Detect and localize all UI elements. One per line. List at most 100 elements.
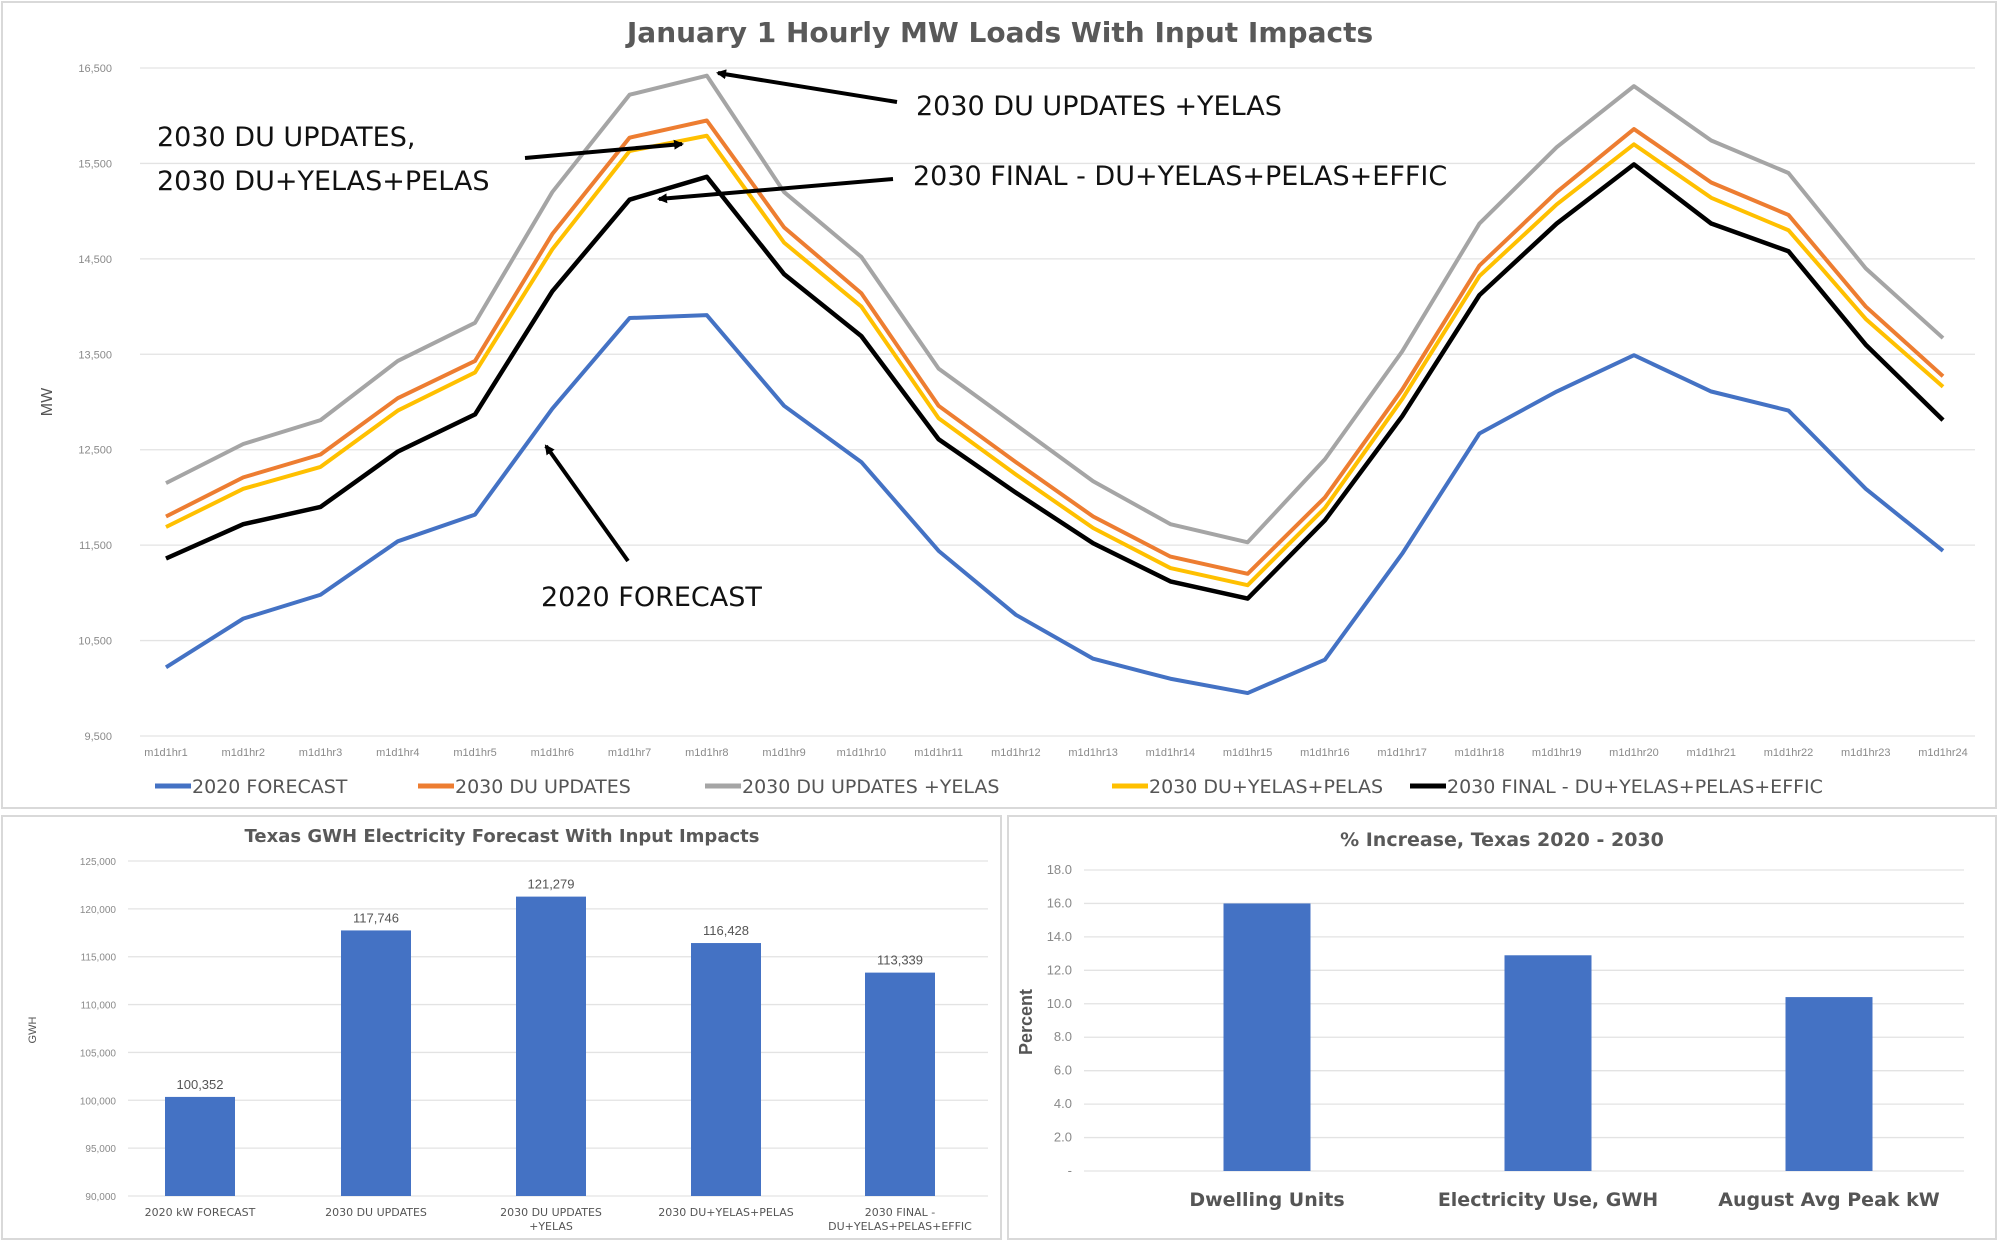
bar bbox=[165, 1096, 235, 1196]
data-label: 117,746 bbox=[353, 910, 399, 925]
y-tick-label: 115,000 bbox=[81, 953, 117, 964]
y-tick-label: 10.0 bbox=[1047, 996, 1072, 1011]
legend-label: 2030 FINAL - DU+YELAS+PELAS+EFFIC bbox=[1447, 776, 1823, 798]
bar bbox=[691, 943, 761, 1196]
y-tick-label: 18.0 bbox=[1047, 862, 1072, 877]
y-tick-label: 105,000 bbox=[80, 1048, 117, 1059]
arrow-du-updates bbox=[524, 139, 684, 160]
y-tick-label: - bbox=[1068, 1163, 1072, 1178]
x-category-label: DU+YELAS+PELAS+EFFIC bbox=[828, 1220, 972, 1233]
y-tick-label: 16.0 bbox=[1047, 895, 1072, 910]
series-line bbox=[165, 73, 1945, 545]
x-tick-label: m1d1hr11 bbox=[914, 747, 963, 759]
annotation-2020-forecast: 2020 FORECAST bbox=[541, 582, 762, 613]
annotation-du-updates: 2030 DU UPDATES, bbox=[157, 122, 415, 153]
x-category-label: +YELAS bbox=[529, 1220, 573, 1233]
bar bbox=[1785, 997, 1873, 1171]
y-tick-label: 2.0 bbox=[1054, 1130, 1072, 1145]
data-label: 121,279 bbox=[528, 877, 575, 892]
bar bbox=[1223, 903, 1311, 1171]
legend-label: 2030 DU UPDATES bbox=[455, 776, 631, 798]
x-category-label: August Avg Peak kW bbox=[1718, 1189, 1940, 1211]
y-tick-label: 12.0 bbox=[1047, 962, 1072, 977]
series-line bbox=[165, 133, 1945, 588]
y-tick-label: 110,000 bbox=[81, 1001, 117, 1012]
y-tick-label: 16,500 bbox=[78, 63, 112, 75]
bar bbox=[516, 896, 586, 1196]
legend-label: 2030 DU UPDATES +YELAS bbox=[742, 776, 999, 798]
x-category-label: 2030 DU UPDATES bbox=[325, 1206, 427, 1219]
x-tick-label: m1d1hr6 bbox=[531, 747, 574, 759]
x-category-label: 2020 kW FORECAST bbox=[145, 1206, 256, 1219]
y-tick-label: 14,500 bbox=[78, 254, 112, 266]
annotation-du-yelas-pelas: 2030 DU+YELAS+PELAS bbox=[157, 166, 490, 197]
x-tick-label: m1d1hr23 bbox=[1841, 747, 1891, 759]
x-tick-label: m1d1hr4 bbox=[376, 747, 419, 759]
y-tick-label: 95,000 bbox=[85, 1144, 116, 1155]
percent-chart-title: % Increase, Texas 2020 - 2030 bbox=[1340, 829, 1664, 851]
x-tick-label: m1d1hr15 bbox=[1223, 747, 1273, 759]
x-tick-label: m1d1hr9 bbox=[762, 747, 805, 759]
x-category-label: 2030 DU UPDATES bbox=[500, 1206, 602, 1219]
y-tick-label: 4.0 bbox=[1054, 1096, 1072, 1111]
x-tick-label: m1d1hr20 bbox=[1609, 747, 1659, 759]
x-category-label: Dwelling Units bbox=[1189, 1189, 1344, 1211]
annotation-final: 2030 FINAL - DU+YELAS+PELAS+EFFIC bbox=[913, 161, 1447, 192]
y-tick-label: 125,000 bbox=[80, 857, 117, 868]
line-chart-panel bbox=[1, 1, 1997, 809]
legend-label: 2030 DU+YELAS+PELAS bbox=[1149, 776, 1383, 798]
gwh-y-axis-label: GWH bbox=[27, 1017, 39, 1044]
y-tick-label: 10,500 bbox=[78, 636, 112, 648]
x-tick-label: m1d1hr21 bbox=[1686, 747, 1736, 759]
bar bbox=[1504, 955, 1592, 1171]
x-tick-label: m1d1hr1 bbox=[144, 747, 187, 759]
x-tick-label: m1d1hr17 bbox=[1377, 747, 1427, 759]
x-category-label: 2030 DU+YELAS+PELAS bbox=[658, 1206, 793, 1219]
x-category-label: Electricity Use, GWH bbox=[1438, 1189, 1658, 1211]
x-tick-label: m1d1hr8 bbox=[685, 747, 728, 759]
series-line bbox=[165, 118, 1945, 576]
x-tick-label: m1d1hr10 bbox=[837, 747, 887, 759]
y-tick-label: 6.0 bbox=[1054, 1063, 1072, 1078]
y-tick-label: 11,500 bbox=[79, 540, 112, 552]
x-tick-label: m1d1hr24 bbox=[1918, 747, 1968, 759]
y-tick-label: 15,500 bbox=[78, 158, 112, 170]
y-tick-label: 13,500 bbox=[78, 349, 112, 361]
x-tick-label: m1d1hr18 bbox=[1455, 747, 1505, 759]
bar bbox=[341, 930, 411, 1196]
percent-y-axis-label: Percent bbox=[1016, 989, 1036, 1055]
y-tick-label: 120,000 bbox=[80, 905, 117, 916]
x-tick-label: m1d1hr19 bbox=[1532, 747, 1582, 759]
y-tick-label: 9,500 bbox=[84, 731, 112, 743]
data-label: 116,428 bbox=[703, 923, 749, 938]
x-tick-label: m1d1hr22 bbox=[1764, 747, 1814, 759]
y-tick-label: 8.0 bbox=[1054, 1029, 1072, 1044]
line-chart-title: January 1 Hourly MW Loads With Input Imp… bbox=[625, 16, 1373, 49]
y-tick-label: 12,500 bbox=[78, 445, 112, 457]
x-tick-label: m1d1hr7 bbox=[608, 747, 651, 759]
data-label: 100,352 bbox=[177, 1077, 224, 1092]
gwh-chart-panel bbox=[1, 815, 1002, 1240]
arrow-final bbox=[657, 177, 894, 204]
x-category-label: 2030 FINAL - bbox=[865, 1206, 935, 1219]
x-tick-label: m1d1hr13 bbox=[1068, 747, 1118, 759]
annotation-du-yelas: 2030 DU UPDATES +YELAS bbox=[916, 91, 1282, 122]
x-tick-label: m1d1hr5 bbox=[453, 747, 496, 759]
arrow-2020-forecast bbox=[544, 444, 630, 563]
gwh-chart-title: Texas GWH Electricity Forecast With Inpu… bbox=[245, 826, 760, 847]
line-y-axis-label: MW bbox=[39, 387, 56, 416]
y-tick-label: 90,000 bbox=[85, 1192, 116, 1203]
series-line bbox=[164, 313, 1945, 696]
legend-label: 2020 FORECAST bbox=[192, 776, 348, 798]
bar bbox=[865, 972, 935, 1196]
series-line bbox=[165, 162, 1945, 601]
y-tick-label: 100,000 bbox=[80, 1096, 117, 1107]
y-tick-label: 14.0 bbox=[1047, 929, 1072, 944]
x-tick-label: m1d1hr14 bbox=[1146, 747, 1196, 759]
x-tick-label: m1d1hr16 bbox=[1300, 747, 1350, 759]
x-tick-label: m1d1hr12 bbox=[991, 747, 1041, 759]
x-tick-label: m1d1hr3 bbox=[299, 747, 342, 759]
x-tick-label: m1d1hr2 bbox=[222, 747, 265, 759]
data-label: 113,339 bbox=[877, 953, 923, 968]
